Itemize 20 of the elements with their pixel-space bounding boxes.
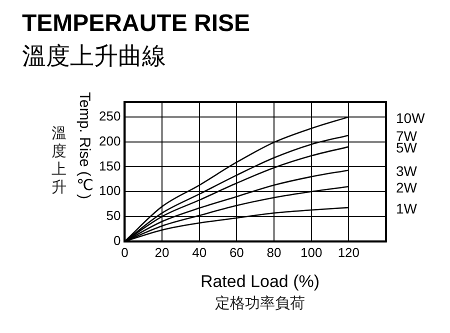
y-tick-label: 100 [98,183,121,198]
x-tick-label: 120 [338,244,360,260]
chart-subtitle: 溫度上升曲線 [22,42,166,72]
y-tick-label: 0 [113,232,121,248]
x-tick-label: 100 [300,244,322,260]
y-tick-label: 200 [98,133,121,148]
text: 5W [396,140,418,156]
x-tick-label: 20 [154,244,170,260]
y-tick-label: 50 [106,208,121,224]
y-tick-label: 250 [98,108,121,124]
chart-title: TEMPERAUTE RISE [22,10,250,38]
text: 10W [396,110,426,126]
text: 2W [396,179,418,196]
text: 1W [396,200,418,216]
x-tick-label: 60 [229,244,244,260]
text: 3W [396,163,418,180]
x-tick-label: 80 [266,244,282,260]
y-tick-label: 150 [98,158,121,174]
x-tick-label: 40 [192,244,207,260]
x-axis-title: Rated Load (%) 定格功率負荷 [199,272,321,313]
